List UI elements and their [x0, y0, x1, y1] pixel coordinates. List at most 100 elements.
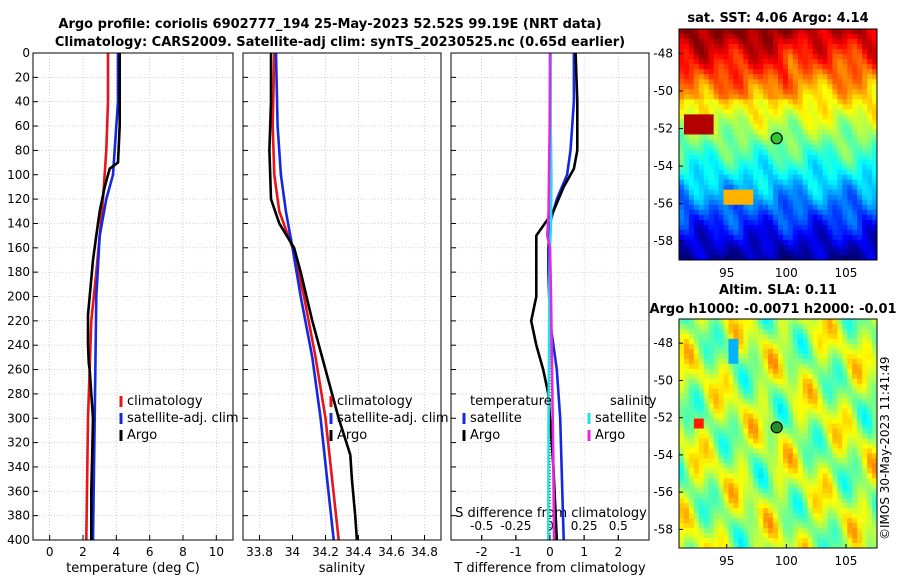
map-cell	[778, 54, 784, 60]
map-cell	[862, 398, 868, 405]
map-cell	[679, 333, 685, 340]
map-cell	[679, 199, 685, 206]
map-cell	[852, 333, 858, 340]
map-cell	[723, 219, 729, 226]
map-cell	[792, 114, 799, 120]
map-cell	[773, 508, 779, 514]
map-cell	[773, 348, 779, 355]
map-cell	[817, 448, 823, 454]
map-cell	[763, 458, 769, 464]
map-cell	[852, 74, 858, 80]
map-cell	[792, 214, 799, 221]
map-cell	[758, 184, 764, 191]
map-cell	[743, 29, 749, 35]
map-cell	[782, 64, 789, 70]
map-cell	[708, 538, 715, 544]
map-cell	[683, 468, 690, 474]
map-cell	[822, 119, 828, 125]
map-cell	[738, 29, 744, 35]
map-cell	[703, 59, 710, 65]
map-cell	[872, 518, 878, 524]
map-cell	[862, 343, 868, 350]
map-cell	[867, 478, 873, 484]
map-cell	[822, 204, 828, 211]
map-cell	[852, 478, 858, 484]
map-cell	[797, 54, 804, 60]
map-cell	[688, 134, 695, 140]
map-cell	[792, 209, 799, 216]
map-cell	[827, 428, 833, 434]
map-cell	[847, 49, 853, 55]
map-cell	[768, 533, 774, 539]
map-cell	[837, 319, 843, 325]
map-cell	[679, 154, 685, 160]
map-cell	[782, 473, 789, 479]
map-cell	[758, 473, 764, 479]
map-cell	[827, 463, 833, 469]
map-cell	[787, 523, 794, 529]
map-cell	[837, 94, 843, 100]
map-cell	[723, 483, 729, 489]
map-cell	[738, 543, 744, 549]
map-cell	[787, 149, 794, 155]
map-cell	[688, 169, 695, 176]
x-axis-label: T difference from climatology	[453, 561, 646, 576]
argo-float-marker	[770, 132, 783, 145]
map-cell	[837, 184, 843, 191]
map-cell	[683, 229, 690, 236]
map-cell	[822, 49, 828, 55]
map-cell	[778, 413, 784, 419]
map-cell	[782, 44, 789, 50]
map-cell	[713, 493, 719, 499]
map-cell	[768, 448, 774, 454]
map-cell	[773, 493, 779, 499]
map-cell	[763, 49, 769, 55]
map-cell	[797, 403, 804, 410]
map-cell	[827, 363, 833, 370]
map-cell	[728, 398, 734, 405]
map-cell	[847, 498, 853, 504]
map-cell	[728, 423, 734, 429]
map-cell	[782, 69, 789, 75]
map-cell	[713, 139, 719, 145]
map-cell	[713, 383, 719, 390]
map-cell	[688, 478, 695, 484]
map-cell	[812, 244, 818, 251]
map-cell	[797, 44, 804, 50]
map-cell	[753, 368, 759, 375]
map-cell	[857, 179, 863, 186]
map-cell	[688, 189, 695, 196]
map-cell	[733, 149, 739, 155]
map-cell	[763, 229, 769, 236]
map-cell	[867, 358, 873, 365]
map-cell	[852, 44, 858, 50]
map-cell	[807, 174, 814, 181]
map-cell	[872, 493, 878, 499]
map-cell	[792, 458, 799, 464]
y-tick-label: 340	[7, 460, 30, 474]
map-cell	[782, 538, 789, 544]
map-cell	[807, 209, 814, 216]
map-cell	[782, 488, 789, 494]
map-cell	[723, 368, 729, 375]
map-cell	[837, 368, 843, 375]
map-cell	[743, 124, 749, 130]
map-cell	[733, 179, 739, 186]
map-cell	[758, 448, 764, 454]
map-cell	[743, 413, 749, 419]
map-cell	[867, 443, 873, 449]
map-cell	[812, 343, 818, 350]
map-cell	[872, 428, 878, 434]
y-tick-label: 300	[7, 411, 30, 425]
map-cell	[688, 99, 695, 105]
map-cell	[792, 94, 799, 100]
map-cell	[842, 428, 848, 434]
map-cell	[822, 393, 828, 400]
map-cell	[733, 448, 739, 454]
map-cell	[723, 358, 729, 365]
map-cell	[698, 144, 705, 150]
map-cell	[743, 378, 749, 385]
map-cell	[733, 503, 739, 509]
map-cell	[872, 328, 878, 335]
map-cell	[773, 413, 779, 419]
